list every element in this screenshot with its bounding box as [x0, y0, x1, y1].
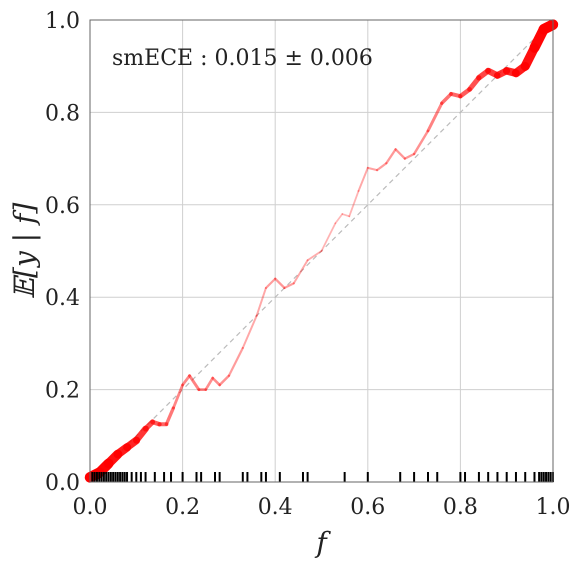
curve-segment: [341, 213, 351, 218]
curve-segment: [306, 250, 323, 262]
y-tick-label: 0.8: [45, 101, 80, 126]
curve-segment: [255, 286, 267, 317]
y-axis-label: 𝔼[y | f]: [8, 203, 41, 300]
curve-segment: [334, 213, 344, 225]
curve-segment: [181, 374, 191, 387]
x-tick-label: 0.8: [443, 495, 478, 520]
curve-segment: [218, 374, 231, 387]
curve-segment: [241, 314, 258, 349]
x-tick-label: 0.4: [258, 495, 293, 520]
x-axis-label: f: [314, 526, 331, 559]
y-tick-label: 0.0: [45, 471, 80, 496]
plot-frame: [89, 19, 554, 483]
x-tick-label: 0.2: [165, 495, 200, 520]
curve-segment: [440, 92, 453, 105]
x-tick-label: 0.6: [350, 495, 385, 520]
x-tick-label: 0.0: [73, 495, 108, 520]
y-tick-label: 1.0: [45, 9, 80, 34]
y-tick-labels: 0.0 0.2 0.4 0.6 0.8 1.0: [45, 9, 80, 496]
curve-segment: [357, 166, 369, 192]
curve-segment: [385, 148, 397, 165]
curve-segment: [366, 166, 379, 172]
curve-segment: [292, 259, 309, 285]
curve-segment: [412, 129, 430, 156]
curve-segment: [320, 222, 337, 252]
curve-segment: [227, 346, 244, 377]
curve-segment: [426, 101, 444, 133]
curve-segment: [274, 277, 286, 290]
curve-segment: [375, 162, 388, 172]
curve-segment: [403, 152, 416, 160]
curve-segment: [264, 277, 277, 290]
smece-annotation: smECE : 0.015 ± 0.006: [112, 46, 373, 71]
y-tick-label: 0.6: [45, 194, 80, 219]
curve-segment: [348, 190, 360, 218]
curve-segment: [283, 282, 295, 290]
curve-segment: [394, 148, 406, 160]
x-tick-labels: 0.0 0.2 0.4 0.6 0.8 1.0: [73, 495, 571, 520]
y-tick-label: 0.2: [45, 379, 80, 404]
x-tick-label: 1.0: [536, 495, 571, 520]
y-tick-label: 0.4: [45, 286, 80, 311]
curve-segment: [171, 383, 184, 410]
rug-marks: [91, 472, 554, 482]
diagonal-reference-line: [89, 19, 554, 483]
curve-segment: [164, 406, 175, 426]
curve-segment: [188, 374, 201, 392]
curve-segment: [204, 376, 214, 391]
curve-segment: [538, 19, 559, 35]
curve-segment: [211, 376, 221, 387]
calibration-curve: [84, 19, 559, 483]
